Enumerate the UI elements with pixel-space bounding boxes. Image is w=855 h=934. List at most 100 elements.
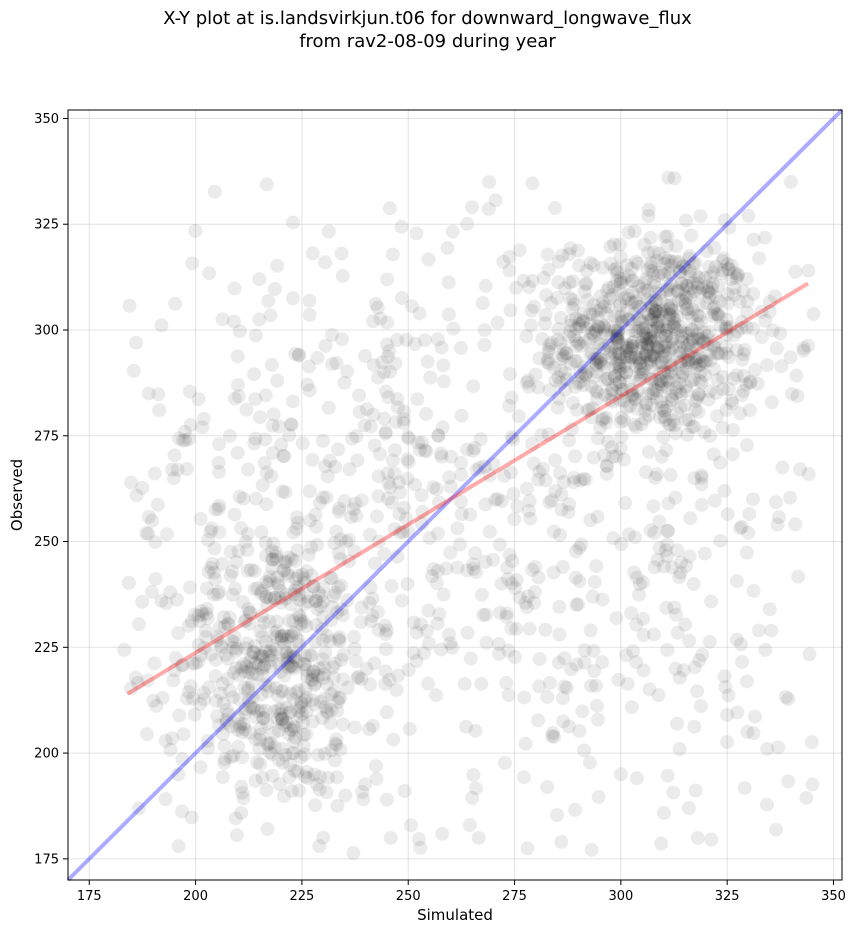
data-point [354,600,369,615]
data-point [607,262,622,277]
data-point [718,321,733,336]
data-point [740,724,755,739]
data-point [291,579,306,594]
data-point [612,361,627,376]
data-point [572,319,587,334]
data-point [603,346,618,361]
data-point [342,462,357,477]
data-point [628,349,643,364]
data-point [685,323,700,338]
data-point [468,723,483,738]
data-point [636,329,651,344]
data-point [783,490,798,505]
data-point [253,647,268,662]
data-point [331,690,346,705]
data-point [208,572,223,587]
data-point [218,647,233,662]
data-point [654,400,669,415]
data-point [421,676,436,691]
data-point [331,580,346,595]
data-point [296,657,311,672]
data-point [521,589,536,604]
data-point [681,412,696,427]
data-point [126,363,141,378]
data-point [383,480,398,495]
data-point [737,781,752,796]
data-point [604,344,619,359]
data-point [211,455,226,470]
data-point [683,335,698,350]
data-point [273,583,288,598]
data-point [298,769,313,784]
data-point [746,321,761,336]
data-point [621,355,636,370]
data-point [597,387,612,402]
data-point [271,419,286,434]
data-point [248,639,263,654]
data-point [358,777,373,792]
data-point [589,698,604,713]
data-point [272,723,287,738]
data-point [267,590,282,605]
data-point [328,736,343,751]
data-point [659,323,674,338]
data-point [670,716,685,731]
data-point [383,364,398,379]
data-point [490,491,505,506]
data-point [317,667,332,682]
data-point [356,792,371,807]
data-point [504,576,519,591]
data-point [349,654,364,669]
data-point [333,552,348,567]
data-point [688,255,703,270]
data-point [681,801,696,816]
data-point [627,391,642,406]
data-point [466,443,481,458]
data-point [193,697,208,712]
data-point [539,288,554,303]
data-point [331,632,346,647]
data-point [568,311,583,326]
data-point [719,339,734,354]
data-point [611,345,626,360]
data-point [644,256,659,271]
data-point [636,611,651,626]
data-point [552,627,567,642]
data-point [163,742,178,757]
data-point [214,640,229,655]
data-point [711,346,726,361]
data-point [696,335,711,350]
data-point [615,382,630,397]
data-point [590,350,605,365]
data-point [706,338,721,353]
data-point [561,719,576,734]
data-point [733,637,748,652]
data-point [321,224,336,239]
data-point [502,250,517,265]
data-point [232,692,247,707]
data-point [651,320,666,335]
data-point [551,322,566,337]
data-point [732,294,747,309]
data-point [400,429,415,444]
data-point [369,771,384,786]
data-point [692,298,707,313]
data-point [698,354,713,369]
data-point [265,638,280,653]
data-point [286,719,301,734]
data-point [598,327,613,342]
data-point [331,442,346,457]
data-point [207,184,222,199]
data-point [620,340,635,355]
data-point [591,319,606,334]
data-point [613,298,628,313]
data-point [353,615,368,630]
data-point [401,431,416,446]
data-point [254,525,269,540]
data-point [660,768,675,783]
data-point [594,357,609,372]
data-point [306,579,321,594]
data-point [332,634,347,649]
data-point [597,320,612,335]
